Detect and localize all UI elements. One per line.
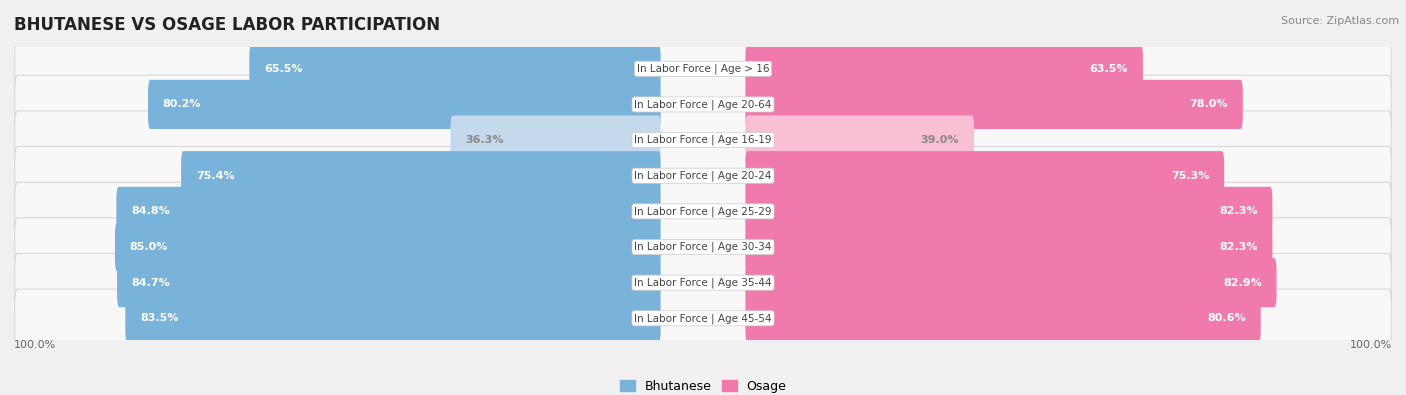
Text: 36.3%: 36.3%	[465, 135, 503, 145]
Text: 39.0%: 39.0%	[921, 135, 959, 145]
FancyBboxPatch shape	[14, 289, 1392, 348]
Text: 80.2%: 80.2%	[163, 100, 201, 109]
Text: In Labor Force | Age 35-44: In Labor Force | Age 35-44	[634, 277, 772, 288]
Text: Source: ZipAtlas.com: Source: ZipAtlas.com	[1281, 16, 1399, 26]
FancyBboxPatch shape	[14, 147, 1392, 205]
Text: 100.0%: 100.0%	[1350, 340, 1392, 350]
FancyBboxPatch shape	[745, 187, 1272, 236]
FancyBboxPatch shape	[745, 44, 1143, 93]
Text: 75.4%: 75.4%	[195, 171, 235, 181]
FancyBboxPatch shape	[125, 294, 661, 343]
Text: BHUTANESE VS OSAGE LABOR PARTICIPATION: BHUTANESE VS OSAGE LABOR PARTICIPATION	[14, 16, 440, 34]
Text: 85.0%: 85.0%	[129, 242, 169, 252]
FancyBboxPatch shape	[115, 222, 661, 272]
FancyBboxPatch shape	[450, 115, 661, 165]
Text: 82.9%: 82.9%	[1223, 278, 1261, 288]
Text: 65.5%: 65.5%	[264, 64, 302, 74]
FancyBboxPatch shape	[14, 182, 1392, 241]
Text: 80.6%: 80.6%	[1208, 313, 1246, 324]
Text: 75.3%: 75.3%	[1171, 171, 1209, 181]
Legend: Bhutanese, Osage: Bhutanese, Osage	[614, 375, 792, 395]
Text: In Labor Force | Age 20-64: In Labor Force | Age 20-64	[634, 99, 772, 110]
FancyBboxPatch shape	[148, 80, 661, 129]
FancyBboxPatch shape	[14, 218, 1392, 276]
Text: 82.3%: 82.3%	[1219, 206, 1257, 216]
FancyBboxPatch shape	[117, 258, 661, 307]
Text: 63.5%: 63.5%	[1090, 64, 1128, 74]
Text: 83.5%: 83.5%	[141, 313, 179, 324]
Text: 84.8%: 84.8%	[131, 206, 170, 216]
Text: 78.0%: 78.0%	[1189, 100, 1227, 109]
Text: In Labor Force | Age 30-34: In Labor Force | Age 30-34	[634, 242, 772, 252]
FancyBboxPatch shape	[745, 151, 1225, 200]
FancyBboxPatch shape	[14, 75, 1392, 134]
Text: In Labor Force | Age > 16: In Labor Force | Age > 16	[637, 64, 769, 74]
FancyBboxPatch shape	[745, 80, 1243, 129]
Text: 82.3%: 82.3%	[1219, 242, 1257, 252]
Text: In Labor Force | Age 20-24: In Labor Force | Age 20-24	[634, 171, 772, 181]
FancyBboxPatch shape	[745, 294, 1261, 343]
FancyBboxPatch shape	[14, 111, 1392, 169]
Text: In Labor Force | Age 45-54: In Labor Force | Age 45-54	[634, 313, 772, 324]
Text: In Labor Force | Age 16-19: In Labor Force | Age 16-19	[634, 135, 772, 145]
FancyBboxPatch shape	[249, 44, 661, 93]
FancyBboxPatch shape	[745, 115, 974, 165]
FancyBboxPatch shape	[745, 222, 1272, 272]
FancyBboxPatch shape	[181, 151, 661, 200]
Text: 100.0%: 100.0%	[14, 340, 56, 350]
FancyBboxPatch shape	[14, 40, 1392, 98]
FancyBboxPatch shape	[117, 187, 661, 236]
Text: 84.7%: 84.7%	[132, 278, 170, 288]
Text: In Labor Force | Age 25-29: In Labor Force | Age 25-29	[634, 206, 772, 216]
FancyBboxPatch shape	[14, 254, 1392, 312]
FancyBboxPatch shape	[745, 258, 1277, 307]
